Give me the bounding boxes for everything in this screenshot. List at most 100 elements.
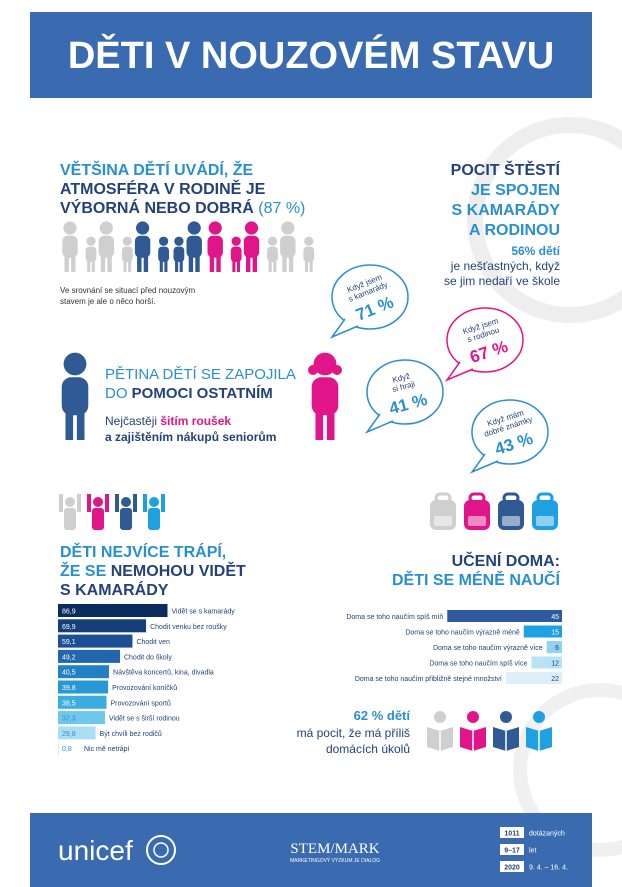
person-icon	[121, 246, 133, 262]
heading: PĚTINA DĚTÍ SE ZAPOJILA	[105, 366, 296, 383]
unicef-logo: unicef	[58, 835, 133, 866]
stem-logo: STEM/MARK	[290, 841, 379, 857]
bar-label: Doma se toho naučím výrazně více	[433, 645, 543, 652]
fact-box	[500, 827, 524, 838]
stat-text: má pocit, že má příliš	[297, 726, 410, 740]
person-icon	[309, 260, 313, 272]
bar-label: Vidět se s kamarády	[171, 609, 235, 616]
person-icon	[311, 377, 339, 416]
heading: VĚTŠINA DĚTÍ UVÁDÍ, ŽE	[60, 160, 254, 179]
heading: VÝBORNÁ NEBO DOBRÁ	[60, 198, 254, 217]
person-icon	[86, 236, 96, 246]
bubble-tail	[364, 413, 394, 434]
bar	[58, 619, 147, 633]
bar-label: Doma se toho naučím přibližně stejné mno…	[355, 676, 502, 683]
heading: ATMOSFÉRA V RODINĚ JE	[60, 179, 266, 198]
person-icon	[216, 255, 221, 272]
value-label: 40,5	[62, 670, 76, 677]
hands-icon	[93, 497, 103, 507]
person-icon	[179, 260, 183, 272]
heading: ŽE SE NEMOHOU VIDĚT	[60, 561, 246, 580]
value-label: 45	[551, 614, 559, 621]
person-icon	[158, 236, 169, 246]
value-label: 86,9	[62, 609, 76, 616]
reader-icon	[467, 711, 479, 723]
value-label: 39,8	[62, 685, 76, 692]
person-icon	[288, 255, 294, 272]
person-icon	[252, 255, 257, 272]
heading: JE SPOJEN	[471, 182, 560, 199]
person-icon	[99, 221, 113, 235]
person-icon	[158, 246, 169, 262]
hands-icon	[87, 494, 91, 512]
hands-icon	[115, 494, 119, 512]
unicef-emblem	[146, 835, 176, 865]
detail: a zajištěním nákupů seniorům	[105, 430, 276, 444]
page-title: DĚTI V NOUZOVÉM STAVU	[68, 33, 554, 77]
kid-icons	[61, 352, 342, 440]
stat: 56% dětí	[511, 244, 560, 258]
decor	[513, 683, 622, 857]
fact-label: let	[529, 848, 536, 855]
fact-label: dotázaných	[529, 831, 565, 838]
family-icons	[62, 221, 315, 272]
note: Ve srovnání se situací před nouzovým	[60, 286, 196, 295]
hands-icon	[120, 508, 132, 530]
detail: Nejčastěji	[105, 414, 157, 428]
bar-label: Chodit ven	[136, 639, 170, 646]
person-icon	[164, 260, 168, 272]
backpack-icons	[430, 492, 558, 530]
person-icon	[134, 235, 151, 258]
bar	[58, 680, 109, 694]
stat-text: je nešťastných, když	[450, 259, 560, 273]
hands-icon	[59, 494, 63, 512]
person-icon	[107, 255, 112, 272]
footer-band	[30, 813, 592, 887]
person-icon	[63, 352, 87, 376]
person-icon	[64, 255, 69, 272]
bar-label: Chodit venku bez roušky	[150, 624, 227, 631]
person-icon	[231, 236, 241, 246]
bubble-label: Když	[391, 371, 411, 384]
person-icon	[304, 236, 314, 246]
fact-label: 9. 4. – 16. 4.	[529, 865, 568, 872]
heading: DĚTI NEJVÍCE TRÁPÍ,	[60, 542, 226, 561]
person-icon	[282, 255, 287, 272]
person-icon	[87, 260, 91, 272]
header-band	[30, 12, 592, 98]
person-icon	[267, 246, 278, 262]
bubble-shape	[471, 399, 549, 465]
detail: šitím roušek	[160, 414, 231, 428]
bar	[58, 695, 107, 709]
stat-text: domácích úkolů	[326, 742, 410, 756]
hands-icon	[65, 497, 75, 507]
value-label: 29,8	[62, 731, 76, 738]
bar-label: Návštěva koncertů, kina, divadla	[113, 669, 214, 677]
bar	[447, 610, 562, 622]
bar-label: Doma se toho naučím spíš více	[429, 661, 527, 668]
heading: DO	[105, 385, 128, 402]
person-icon	[174, 236, 184, 246]
bubble-shape	[446, 307, 524, 373]
fact-value: 9–17	[504, 848, 520, 855]
unicef-emblem	[153, 842, 169, 858]
value-label: 6	[555, 645, 559, 652]
person-icon	[230, 246, 242, 262]
person-icon	[71, 255, 76, 272]
person-icon	[209, 255, 215, 272]
value-label: 49,2	[62, 654, 76, 661]
bar	[523, 625, 562, 638]
person-icon	[100, 255, 106, 272]
person-icon	[281, 221, 295, 235]
hands-icon	[121, 497, 131, 507]
value-label: 69,9	[62, 624, 76, 631]
heading: A RODINOU	[469, 222, 560, 239]
person-icon	[159, 260, 163, 272]
person-icon	[244, 221, 259, 235]
heading: ŽE SE	[60, 561, 107, 580]
bubble-tail	[444, 361, 474, 382]
person-icon	[175, 260, 179, 272]
hands-icon	[92, 508, 104, 530]
person-icon	[232, 260, 236, 272]
